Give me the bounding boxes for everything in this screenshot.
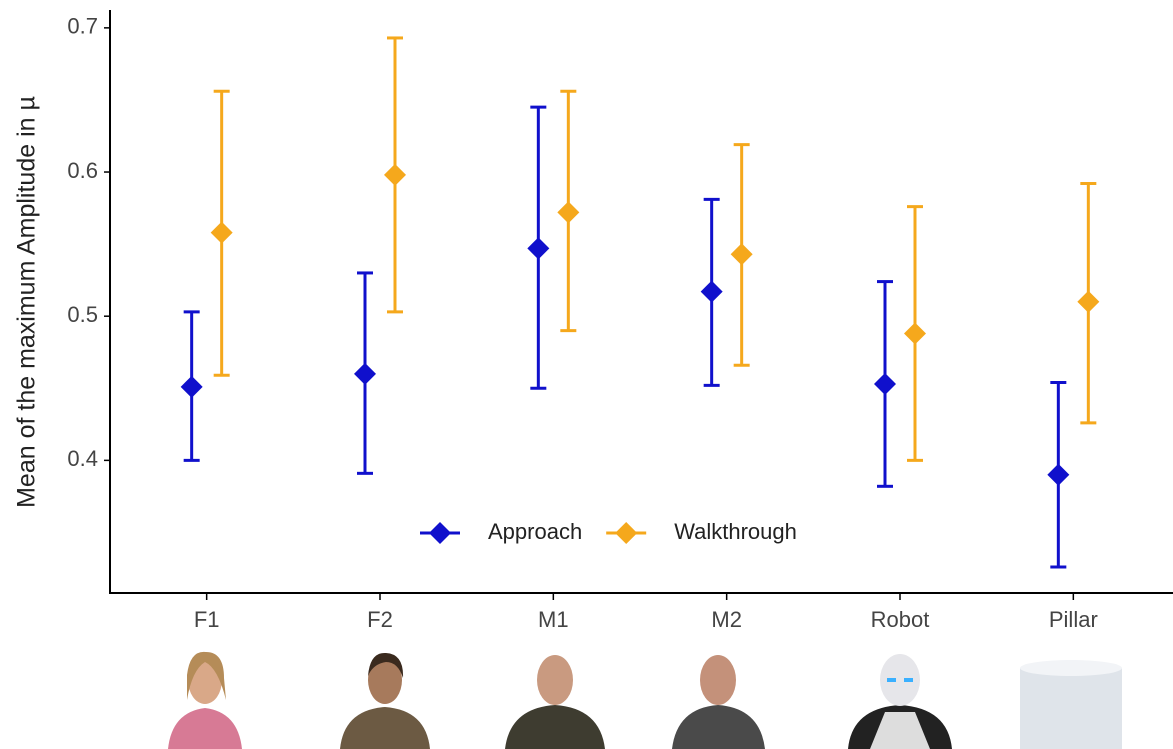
x-tick-label: Pillar [1049, 607, 1098, 632]
legend-label: Approach [488, 519, 582, 544]
legend-label: Walkthrough [674, 519, 797, 544]
avatar-images [168, 652, 1122, 749]
y-tick-label: 0.6 [67, 158, 98, 183]
point [527, 237, 549, 259]
chart: Mean of the maximum Amplitude in µ 0.4 0.… [0, 0, 1173, 749]
y-tick-label: 0.5 [67, 302, 98, 327]
avatar-m1 [505, 655, 605, 749]
point [904, 322, 926, 344]
point [211, 222, 233, 244]
point [1077, 291, 1099, 313]
avatar-f1 [168, 652, 242, 749]
point [384, 164, 406, 186]
x-tick-label: F2 [367, 607, 393, 632]
x-tick-label: Robot [871, 607, 930, 632]
legend-marker [615, 522, 637, 544]
y-tick-label: 0.7 [67, 14, 98, 39]
point [701, 281, 723, 303]
point [1047, 464, 1069, 486]
point [557, 201, 579, 223]
point [181, 376, 203, 398]
y-axis-label: Mean of the maximum Amplitude in µ [13, 96, 41, 508]
point [874, 373, 896, 395]
avatar-f2 [340, 653, 430, 749]
avatar-pillar [1020, 660, 1122, 749]
x-tick-label: M1 [538, 607, 569, 632]
y-tick-label: 0.4 [67, 446, 98, 471]
x-tick-label: F1 [194, 607, 220, 632]
avatar-m2 [672, 655, 765, 749]
point [354, 363, 376, 385]
legend-marker [429, 522, 451, 544]
x-tick-label: M2 [711, 607, 742, 632]
point [731, 243, 753, 265]
avatar-robot [848, 654, 952, 749]
